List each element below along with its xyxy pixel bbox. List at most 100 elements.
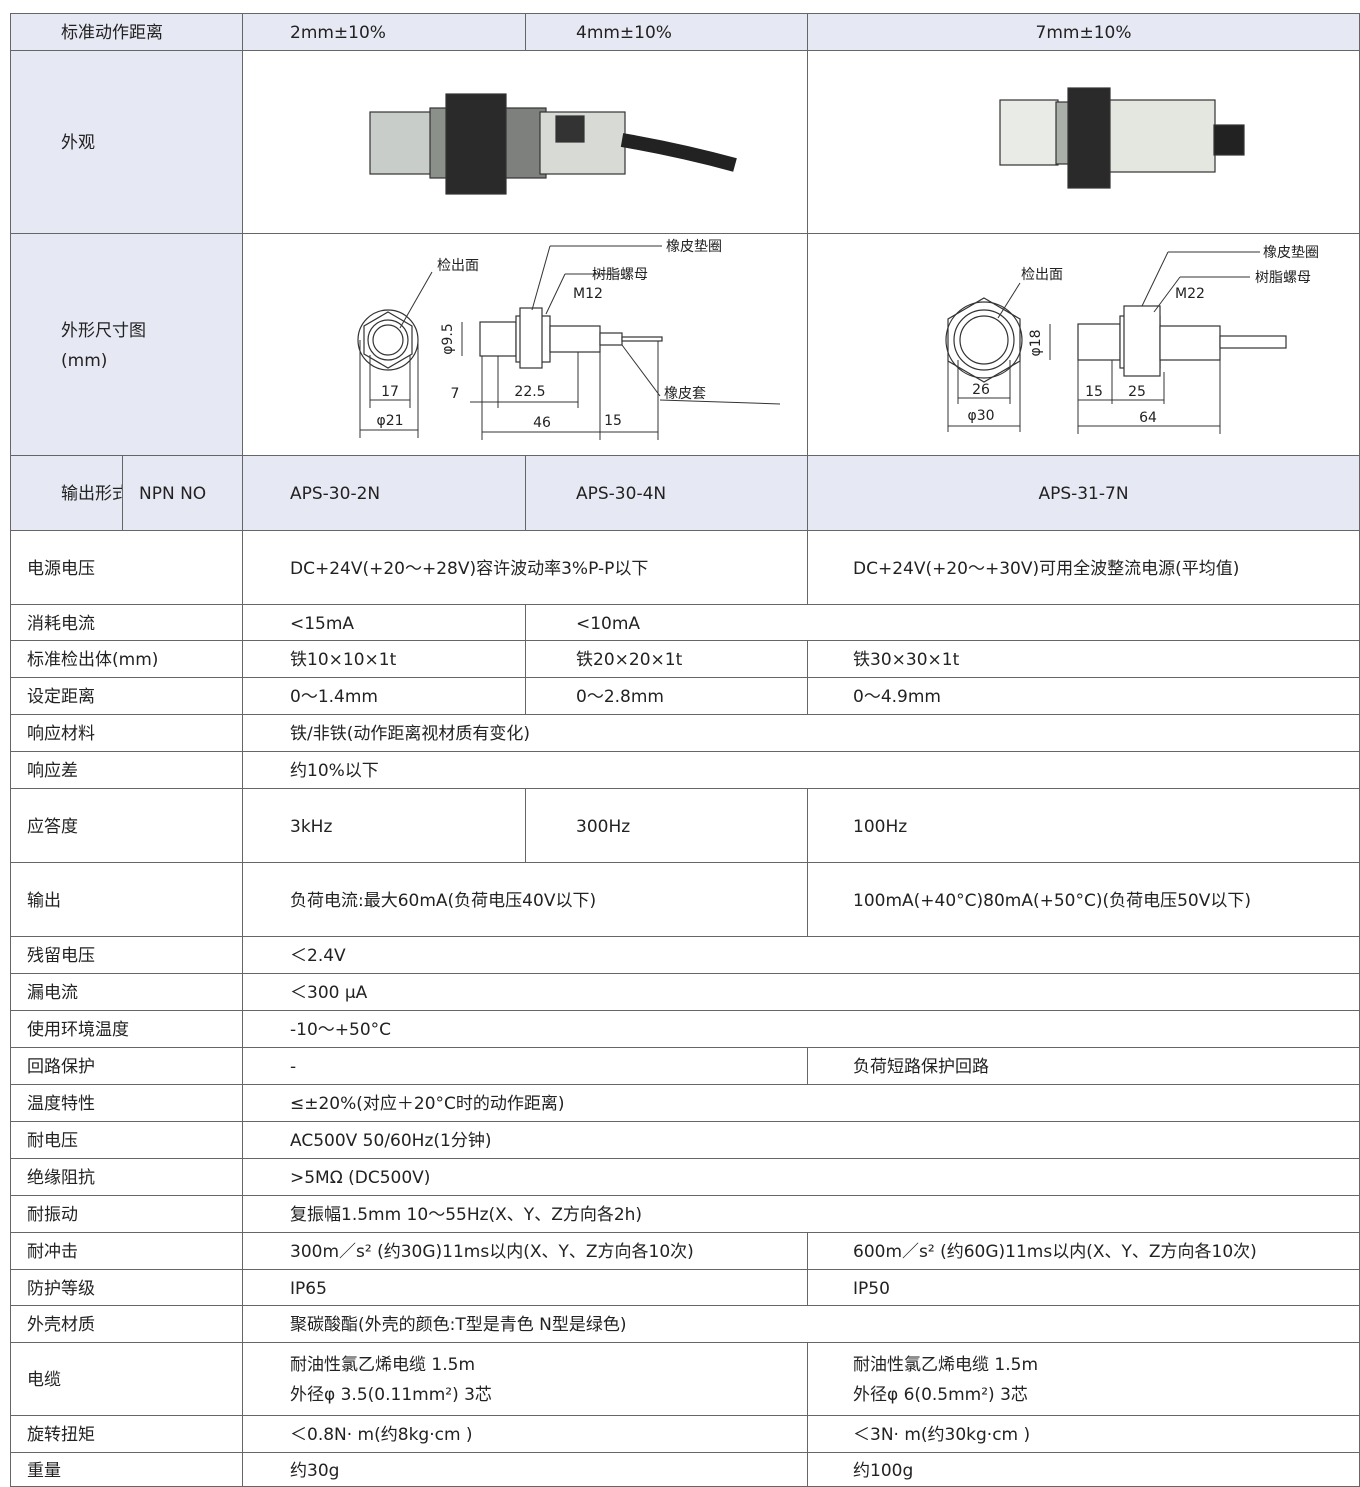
- cell-text: -: [290, 1057, 297, 1077]
- row-label-text: 耐振动: [27, 1205, 78, 1225]
- cell-text: 外径φ 6(0.5mm²) 3芯: [853, 1385, 1028, 1405]
- cell-text: APS-31-7N: [1038, 484, 1129, 504]
- row-label-text: 回路保护: [27, 1057, 95, 1077]
- cell-text: IP65: [290, 1278, 327, 1299]
- row-label-text: 残留电压: [27, 946, 95, 966]
- callout-label: 树脂螺母: [592, 267, 648, 283]
- dim-label: 64: [1139, 410, 1157, 426]
- photo-part: [1109, 99, 1216, 173]
- drawing-shape: [1219, 335, 1287, 349]
- drawing-line: [621, 344, 661, 397]
- callout-label: 橡皮垫圈: [1263, 245, 1319, 261]
- photo-cable: [620, 133, 737, 172]
- cell-text: 0～2.8mm: [576, 687, 664, 707]
- row-label-text: 外观: [61, 133, 95, 153]
- cell-text: ≤±20%(对应＋20°C时的动作距离): [290, 1094, 565, 1114]
- row-label: 标准动作距离: [10, 13, 243, 51]
- cell-text: 铁20×20×1t: [576, 650, 683, 670]
- row-label: 外观: [10, 50, 243, 234]
- dim-label: 46: [533, 415, 551, 431]
- cell-text: 2mm±10%: [290, 23, 386, 43]
- row-label-text: 电源电压: [27, 558, 95, 579]
- row-label-text: 响应差: [27, 761, 78, 781]
- row-label-text: 设定距离: [27, 687, 95, 707]
- photo-part: [445, 93, 507, 195]
- cell-text: 耐油性氯乙烯电缆 1.5m: [290, 1355, 475, 1375]
- row-label-text: 漏电流: [27, 983, 78, 1003]
- row-label-text: 消耗电流: [27, 613, 95, 634]
- cell-text: 3kHz: [290, 816, 333, 837]
- cell-text: DC+24V(+20～+30V)可用全波整流电源(平均值): [853, 558, 1240, 579]
- cell-text: 100Hz: [853, 816, 908, 837]
- dim-label: φ9.5: [440, 323, 456, 355]
- cell-text: 0～4.9mm: [853, 687, 941, 707]
- cell-text: AC500V 50/60Hz(1分钟): [290, 1131, 492, 1151]
- cell-text: 约30g: [290, 1460, 340, 1481]
- dim-label: 15: [1085, 384, 1103, 400]
- row-label-text: 耐电压: [27, 1131, 78, 1151]
- value-cell: APS-31-7N: [807, 455, 1360, 531]
- dim-label: 7: [451, 386, 460, 402]
- row-label-text: 使用环境温度: [27, 1020, 129, 1040]
- cell-text: 铁/非铁(动作距离视材质有变化): [290, 724, 530, 744]
- photo-part: [555, 115, 585, 143]
- row-label-text: 旋转扭矩: [27, 1425, 95, 1445]
- drawing-shape: [357, 309, 419, 371]
- dim-label: 22.5: [514, 384, 545, 400]
- cell-text: 铁10×10×1t: [290, 650, 397, 670]
- drawing-line: [531, 245, 551, 311]
- value-cell: 4mm±10%: [525, 13, 808, 51]
- row-label-text: 防护等级: [27, 1278, 95, 1299]
- cell-text: ＜0.8N· m(约8kg·cm ): [290, 1425, 473, 1445]
- cell-text: 300Hz: [576, 816, 631, 837]
- dim-label: φ18: [1028, 329, 1044, 356]
- row-label-text: (mm): [61, 350, 108, 371]
- row-label-text: 应答度: [27, 816, 78, 837]
- drawing-line: [1141, 251, 1169, 307]
- row-label-text: 绝缘阻抗: [27, 1168, 95, 1188]
- drawing-shape: [519, 307, 543, 369]
- drawing-shape: [367, 319, 409, 361]
- cell-text: 外径φ 3.5(0.11mm²) 3芯: [290, 1385, 492, 1405]
- drawing-shape: [363, 311, 413, 369]
- cell-text: 约10%以下: [290, 761, 379, 781]
- cell-text: 复振幅1.5mm 10～55Hz(X、Y、Z方向各2h): [290, 1205, 643, 1225]
- row-label-text: 外形尺寸图: [61, 320, 146, 341]
- cell-text: 耐油性氯乙烯电缆 1.5m: [853, 1355, 1038, 1375]
- cell-text: 聚碳酸酯(外壳的颜色:T型是青色 N型是绿色): [290, 1315, 627, 1335]
- drawing-line: [1153, 276, 1181, 313]
- cell-text: <15mA: [290, 613, 355, 634]
- photo-part: [1213, 124, 1245, 156]
- dim-label: 17: [381, 384, 399, 400]
- row-label-text: 输出形式: [61, 484, 129, 504]
- drawing-shape: [1077, 323, 1121, 361]
- drawing-shape: [945, 301, 1023, 379]
- cell-text: >5MΩ (DC500V): [290, 1168, 431, 1188]
- cell-text: 负荷电流:最大60mA(负荷电压40V以下): [290, 890, 597, 911]
- row-label-text: 标准检出体(mm): [27, 650, 159, 670]
- cell-text: ＜2.4V: [290, 946, 346, 966]
- drawing-shape: [947, 297, 1021, 383]
- row-label-text: 标准动作距离: [61, 23, 163, 43]
- cell-text: ＜300 μA: [290, 983, 368, 1003]
- row-sublabel: NPN NO: [122, 455, 243, 531]
- drawing-shape: [549, 325, 601, 353]
- callout-label: 橡皮垫圈: [666, 239, 722, 255]
- dim-label: φ21: [376, 413, 403, 429]
- photo-part: [999, 99, 1059, 166]
- drawing-line: [659, 399, 781, 405]
- callout-label: M12: [573, 286, 603, 302]
- cell-text: 约100g: [853, 1460, 914, 1481]
- row-label-text: 外壳材质: [27, 1315, 95, 1335]
- drawing-shape: [599, 332, 623, 346]
- drawing-shape: [959, 315, 1009, 365]
- callout-label: 树脂螺母: [1255, 270, 1311, 286]
- callout-label: 检出面: [437, 258, 479, 274]
- callout-label: 橡皮套: [664, 386, 706, 402]
- drawing-shape: [479, 321, 517, 357]
- row-label-text: 温度特性: [27, 1094, 95, 1114]
- cell-text: 铁30×30×1t: [853, 650, 960, 670]
- cell-text: APS-30-4N: [576, 484, 667, 504]
- cell-text: 300m／s² (约30G)11ms以内(X、Y、Z方向各10次): [290, 1242, 694, 1262]
